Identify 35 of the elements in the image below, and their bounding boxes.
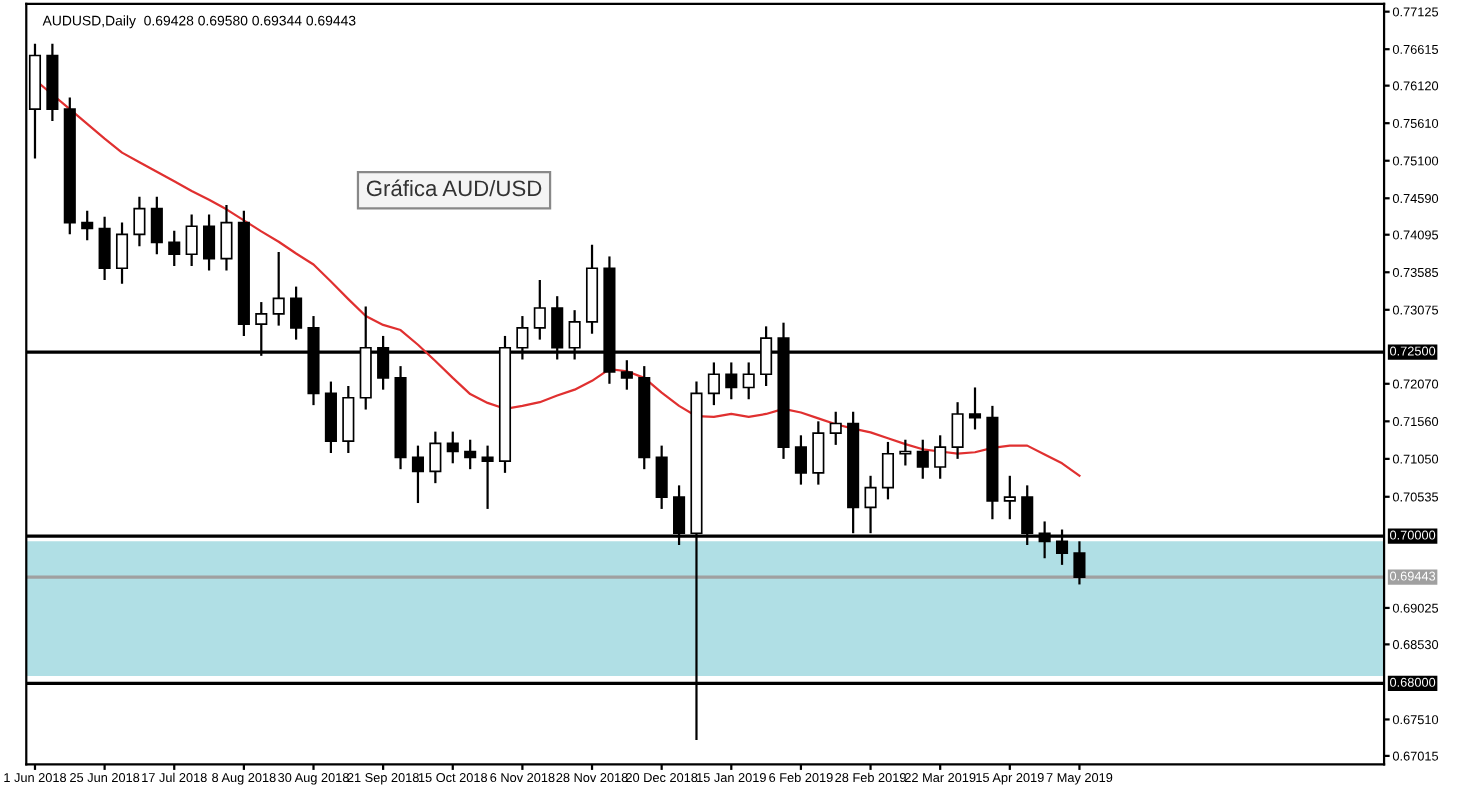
candlestick: [150, 195, 163, 256]
annotation: Gráfica AUD/USD: [366, 179, 542, 197]
candlestick: [829, 410, 842, 446]
candlestick: [342, 384, 355, 455]
candlestick: [272, 250, 285, 327]
candlestick: [968, 386, 982, 431]
candlestick: [742, 361, 755, 401]
candlestick: [481, 444, 494, 511]
candlestick: [934, 434, 947, 480]
candlestick: [203, 213, 216, 272]
candlestick: [881, 440, 895, 501]
candlestick: [446, 430, 459, 465]
candlestick: [812, 420, 825, 486]
candlestick: [429, 430, 442, 485]
candlestick: [794, 434, 807, 486]
candlestick: [916, 438, 929, 480]
candlestick: [899, 438, 912, 467]
candlestick: [464, 438, 477, 471]
candlestick: [133, 195, 146, 248]
candlestick: [951, 401, 964, 460]
candlestick: [707, 361, 720, 407]
candlestick: [220, 203, 233, 272]
candlestick: [411, 444, 425, 505]
candlestick: [98, 215, 111, 282]
candlestick: [115, 221, 129, 285]
candlestick: [1003, 474, 1016, 521]
candlestick: [290, 285, 303, 341]
candlestick: [533, 278, 546, 341]
candlestick: [168, 229, 181, 268]
candlestick: [324, 380, 337, 455]
candlestick: [655, 444, 668, 511]
candlestick: [185, 213, 198, 268]
candlestick: [725, 361, 738, 401]
candlestick: [620, 359, 633, 391]
candlestick: [81, 209, 94, 242]
